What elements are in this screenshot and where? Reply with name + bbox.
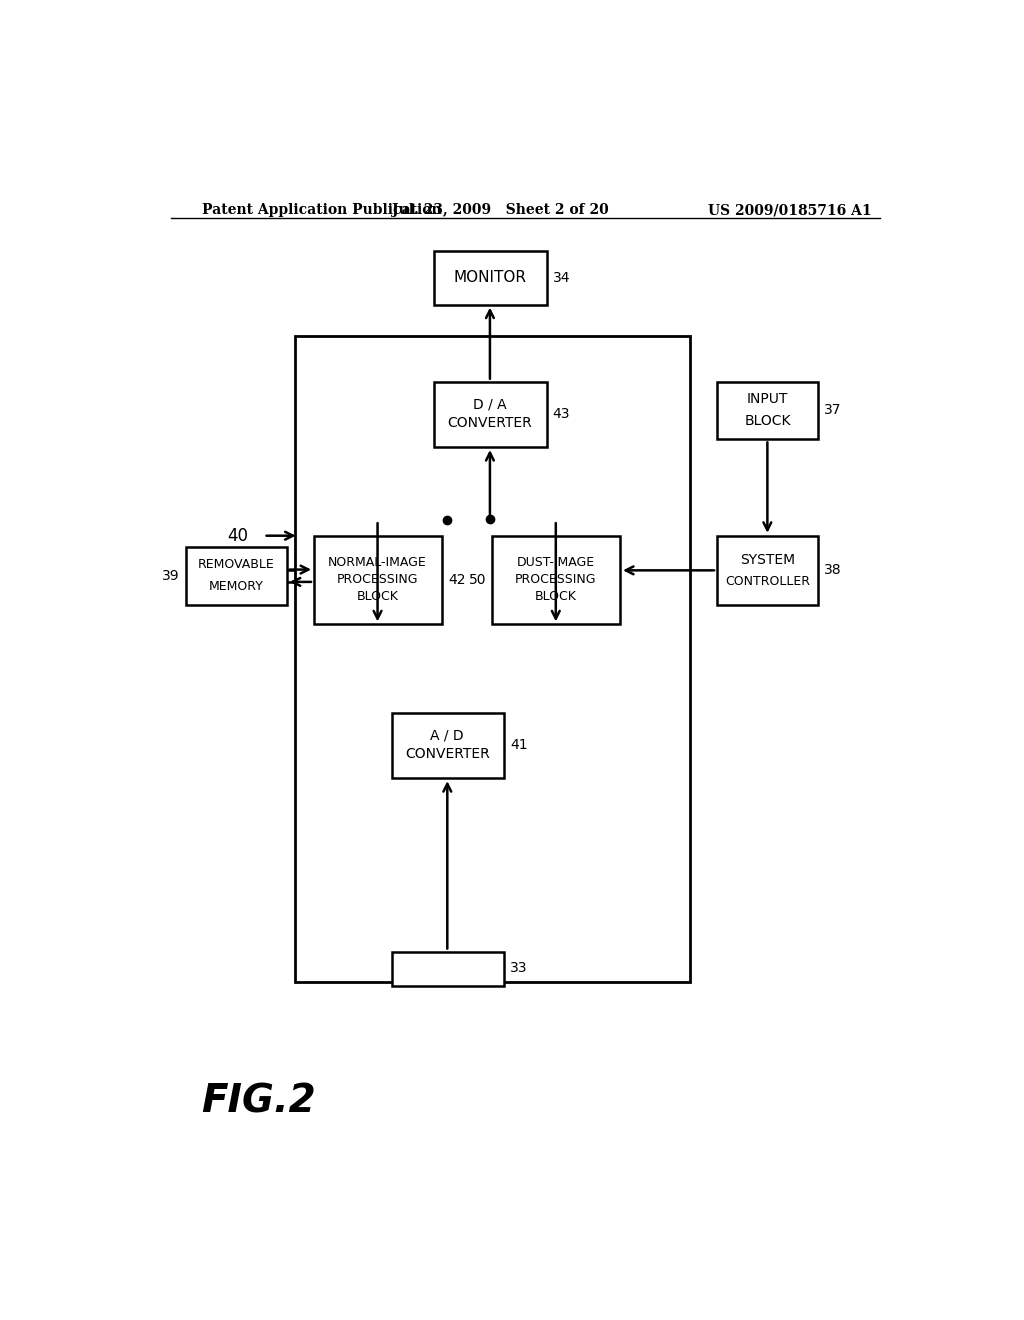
Text: 42: 42: [449, 573, 466, 586]
Text: FIG.2: FIG.2: [202, 1082, 316, 1121]
Text: PROCESSING: PROCESSING: [515, 573, 597, 586]
Text: A / D: A / D: [430, 729, 464, 743]
Text: MONITOR: MONITOR: [454, 271, 526, 285]
Text: Jul. 23, 2009   Sheet 2 of 20: Jul. 23, 2009 Sheet 2 of 20: [391, 203, 608, 216]
Text: 40: 40: [227, 527, 248, 545]
Text: PROCESSING: PROCESSING: [337, 573, 418, 586]
Text: 43: 43: [553, 407, 570, 421]
Bar: [717, 536, 818, 605]
Text: 39: 39: [162, 569, 180, 582]
Text: D / A: D / A: [473, 397, 507, 412]
Text: BLOCK: BLOCK: [356, 590, 398, 603]
Text: MEMORY: MEMORY: [209, 579, 264, 593]
Text: Patent Application Publication: Patent Application Publication: [202, 203, 441, 216]
Text: INPUT: INPUT: [746, 392, 788, 407]
Bar: [434, 381, 547, 447]
Text: 34: 34: [553, 271, 570, 285]
Text: 38: 38: [824, 564, 842, 577]
Text: CONVERTER: CONVERTER: [404, 747, 489, 762]
Text: SYSTEM: SYSTEM: [739, 553, 795, 566]
Text: 33: 33: [510, 961, 527, 975]
Text: 37: 37: [824, 403, 842, 417]
Text: BLOCK: BLOCK: [535, 590, 577, 603]
Bar: [391, 952, 504, 986]
Bar: [391, 713, 504, 779]
Text: DUST-IMAGE: DUST-IMAGE: [517, 556, 595, 569]
Bar: [186, 548, 287, 605]
Bar: [434, 251, 547, 305]
Bar: [717, 381, 818, 440]
Text: US 2009/0185716 A1: US 2009/0185716 A1: [709, 203, 872, 216]
Text: BLOCK: BLOCK: [744, 414, 791, 428]
Text: CONTROLLER: CONTROLLER: [725, 574, 810, 587]
Bar: [314, 536, 442, 624]
Text: 41: 41: [510, 738, 527, 752]
Text: NORMAL-IMAGE: NORMAL-IMAGE: [328, 556, 427, 569]
Text: REMOVABLE: REMOVABLE: [198, 558, 274, 572]
Bar: [295, 335, 690, 982]
Text: 50: 50: [469, 573, 486, 586]
Text: CONVERTER: CONVERTER: [447, 416, 532, 430]
Bar: [493, 536, 621, 624]
